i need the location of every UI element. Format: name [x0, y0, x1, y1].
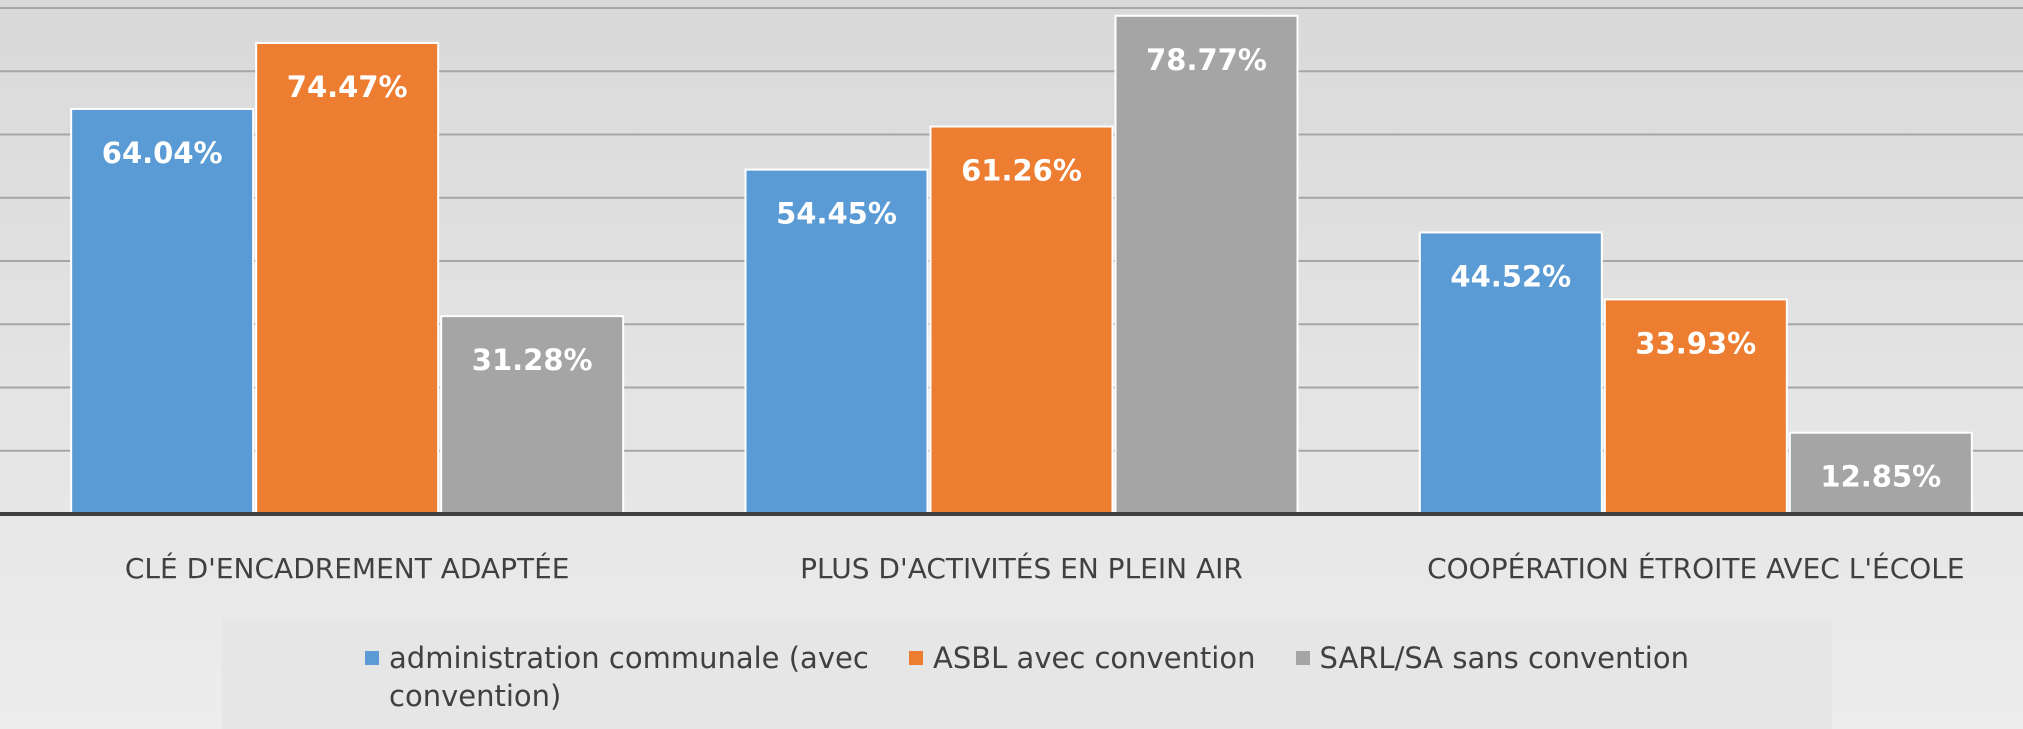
bar: [70, 107, 255, 516]
x-tick-label: CLÉ D'ENCADREMENT ADAPTÉE: [125, 551, 570, 585]
x-tick-label: COOPÉRATION ÉTROITE AVEC L'ÉCOLE: [1427, 551, 1965, 585]
legend-swatch: [365, 651, 380, 665]
legend-swatch: [1295, 651, 1310, 665]
legend-label: administration communale (avec conventio…: [389, 641, 869, 713]
data-label: 74.47%: [287, 70, 408, 104]
legend-item: SARL/SA sans convention: [1295, 639, 1689, 729]
bar: [1788, 431, 1973, 516]
legend-item: ASBL avec convention: [909, 639, 1256, 729]
data-label: 78.77%: [1146, 43, 1267, 77]
bar: [440, 315, 625, 515]
data-label: 31.28%: [472, 343, 593, 377]
data-label: 33.93%: [1635, 326, 1756, 360]
data-label: 64.04%: [102, 136, 223, 170]
x-tick-label: PLUS D'ACTIVITÉS EN PLEIN AIR: [800, 551, 1243, 585]
data-label: 61.26%: [961, 154, 1082, 188]
legend-swatch: [909, 651, 924, 665]
data-label: 54.45%: [776, 197, 897, 231]
data-label: 12.85%: [1820, 460, 1941, 494]
bar: [744, 168, 929, 515]
bar: [929, 125, 1114, 516]
legend-label: ASBL avec convention: [933, 641, 1256, 675]
legend: administration communale (avec conventio…: [222, 619, 1832, 729]
bar: [1114, 14, 1299, 515]
bar: [255, 41, 440, 515]
data-label: 44.52%: [1450, 259, 1571, 293]
bar: [1603, 298, 1788, 516]
bar: [1418, 231, 1603, 515]
legend-item: administration communale (avec conventio…: [365, 639, 869, 729]
legend-label: SARL/SA sans convention: [1319, 641, 1689, 675]
